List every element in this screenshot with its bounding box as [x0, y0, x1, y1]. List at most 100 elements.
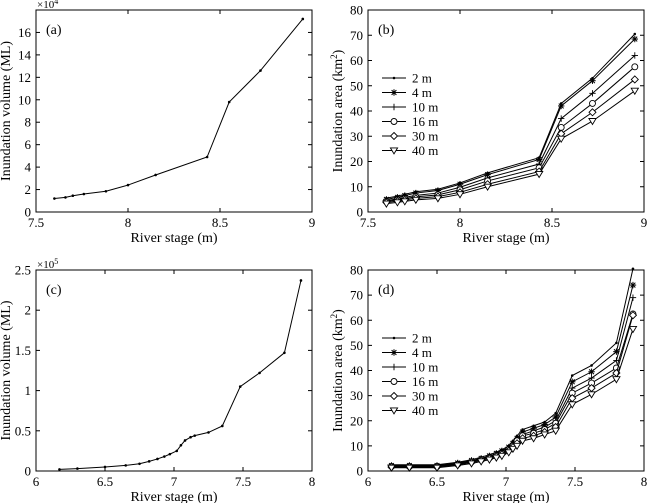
data-point [631, 63, 639, 71]
y-tick-label: 10 [350, 438, 363, 453]
data-point [558, 115, 565, 122]
x-tick-label: 6 [365, 474, 372, 489]
chart-panel: 6 6.5 7 7.5 8 0 0.5 1 1.5 2 2.5 River stage (m) Inun… [0, 257, 315, 503]
legend-marker [392, 336, 396, 340]
data-point-stroke [589, 77, 596, 84]
panel-label: (c) [46, 283, 62, 298]
x-tick-label: 8.5 [212, 215, 228, 230]
x-tick-label: 8.5 [544, 215, 560, 230]
data-point [433, 195, 443, 203]
legend-label: 40 m [412, 403, 438, 418]
x-axis-label: River stage (m) [130, 231, 217, 246]
data-point [189, 435, 192, 439]
data-point [631, 52, 638, 59]
legend-marker [392, 76, 396, 80]
data-point [504, 449, 514, 457]
y-tick-label: 8 [25, 115, 32, 130]
y-tick-label: 20 [350, 154, 363, 169]
y-axis-label: Inundation volume (ML) [0, 41, 14, 181]
data-point [615, 341, 618, 345]
y-tick-label: 2 [25, 182, 32, 197]
legend-label: 16 m [412, 114, 438, 129]
y-tick-label: 14 [18, 47, 32, 62]
data-point [567, 401, 577, 409]
data-point [179, 443, 183, 447]
data-point [484, 171, 491, 178]
y-tick-label: 40 [350, 104, 363, 119]
data-point [529, 435, 538, 443]
data-point [64, 196, 67, 199]
data-point [628, 325, 638, 334]
y-tick-label: 10 [350, 179, 363, 194]
x-tick-label: 8 [125, 215, 132, 230]
y-tick-label: 70 [350, 28, 363, 43]
plot-frame [367, 9, 645, 213]
x-axis-label: River stage (m) [130, 490, 217, 503]
y-tick-label: 0 [357, 205, 364, 220]
x-tick-label: 8 [641, 474, 648, 489]
data-point [76, 467, 79, 470]
data-point [589, 90, 596, 97]
data-point [58, 468, 61, 471]
y-tick-label: 2 [25, 303, 32, 318]
legend-label: 4 m [412, 345, 432, 360]
data-point-stroke [569, 379, 575, 385]
data-point [103, 465, 107, 469]
data-point [631, 35, 638, 43]
legend-label: 30 m [412, 129, 438, 144]
y-tick-label: 50 [350, 78, 363, 93]
x-tick-label: 7 [171, 474, 178, 489]
data-point [512, 442, 522, 451]
data-point [612, 376, 621, 384]
data-point [587, 383, 596, 393]
legend: 2 m4 m10 m16 m30 m40 m [382, 331, 438, 418]
y-tick-label: 12 [18, 70, 31, 85]
legend-marker [390, 363, 398, 371]
data-point [183, 439, 187, 442]
data-point [126, 183, 130, 187]
chart-panel: 7.5 8 8.5 9 0 2 4 6 8 10 12 14 16 River stage (m) Inun… [0, 0, 315, 246]
y-axis-label: Inundation volume (ML) [0, 300, 14, 440]
legend-marker [389, 147, 399, 155]
legend: 2 m4 m10 m16 m30 m40 m [382, 71, 438, 158]
data-point-stroke [632, 36, 638, 42]
data-point [630, 87, 640, 96]
y-tick-label: 60 [350, 313, 363, 328]
data-point [411, 196, 421, 205]
y-tick-label: 40 [350, 363, 363, 378]
x-tick-label: 7.5 [567, 474, 583, 489]
data-point [557, 123, 565, 131]
y-tick-label: 80 [350, 3, 363, 18]
legend-marker-stroke [391, 349, 397, 356]
x-tick-label: 9 [309, 215, 316, 230]
data-point [631, 267, 635, 271]
plot-frame [35, 9, 313, 213]
x-axis-label: River stage (m) [462, 231, 549, 246]
data-point-stroke [630, 282, 636, 288]
data-point [138, 462, 141, 466]
y-tick-label: 0.5 [15, 423, 31, 438]
x-tick-label: 6.5 [97, 474, 113, 489]
data-point [124, 464, 127, 467]
series-line [59, 280, 302, 470]
y-tick-label: 16 [18, 25, 32, 40]
data-point [238, 385, 242, 388]
legend-marker [389, 391, 399, 401]
legend-label: 40 m [412, 143, 438, 158]
data-point [258, 371, 261, 375]
data-point [147, 460, 151, 463]
legend-marker [390, 349, 398, 356]
legend-marker [389, 131, 399, 141]
data-point [156, 457, 159, 461]
x-tick-label: 6.5 [429, 474, 445, 489]
x-tick-label: 9 [641, 215, 648, 230]
data-point [508, 445, 518, 454]
legend-label: 2 m [412, 71, 432, 86]
data-point [283, 351, 286, 355]
data-point [589, 77, 596, 84]
y-multiplier: ×105 [37, 257, 58, 271]
legend-label: 30 m [412, 389, 438, 404]
data-point [628, 311, 638, 320]
data-point [104, 189, 108, 193]
data-point [154, 173, 157, 177]
